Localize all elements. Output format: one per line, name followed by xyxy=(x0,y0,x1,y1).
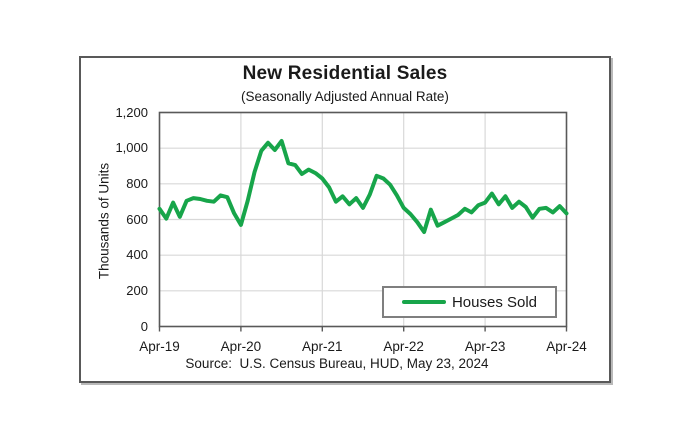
y-tick-label: 0 xyxy=(140,318,148,334)
legend-box: Houses Sold xyxy=(382,286,557,318)
x-tick-label: Apr-19 xyxy=(139,339,180,354)
chart-subtitle: (Seasonally Adjusted Annual Rate) xyxy=(241,89,449,104)
y-tick-label: 800 xyxy=(126,175,148,191)
houses-sold-line xyxy=(157,139,569,234)
x-tick-label: Apr-21 xyxy=(302,339,343,354)
plot-border xyxy=(158,111,568,328)
y-tick-label: 1,200 xyxy=(115,104,148,120)
x-tick-label: Apr-20 xyxy=(220,339,262,354)
y-tick-label: 600 xyxy=(126,211,148,227)
legend-label: Houses Sold xyxy=(451,293,538,311)
legend-line-swatch-icon xyxy=(401,300,446,304)
chart-title: New Residential Sales xyxy=(242,63,448,84)
x-tick-label: Apr-24 xyxy=(546,339,587,354)
y-tick-label: 400 xyxy=(126,247,148,263)
x-tick-label: Apr-22 xyxy=(383,339,424,354)
y-tick-label: 1,000 xyxy=(115,140,148,156)
x-tick-label: Apr-23 xyxy=(464,339,506,354)
source-note: Source: U.S. Census Bureau, HUD, May 23,… xyxy=(185,356,489,371)
y-tick-label: 200 xyxy=(126,282,148,298)
